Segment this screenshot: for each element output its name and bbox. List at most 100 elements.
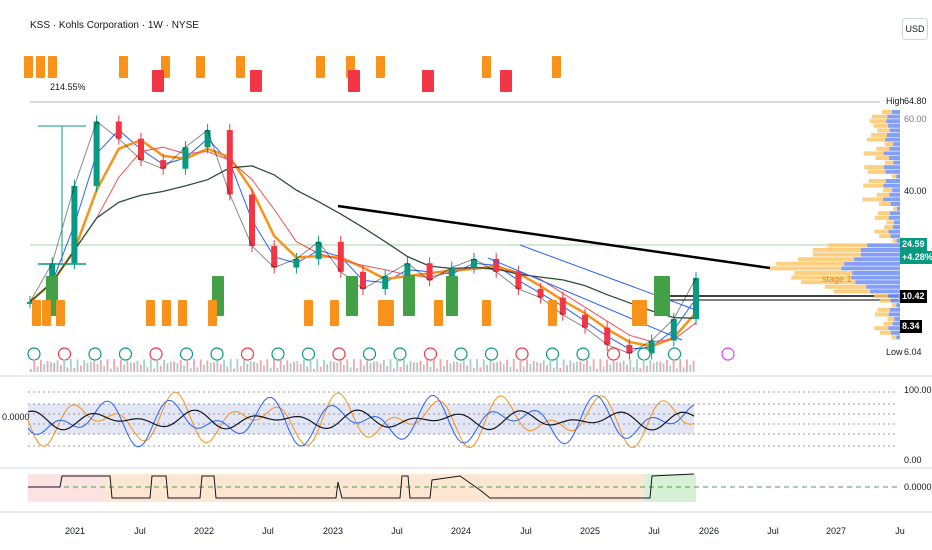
- volume-bar: [189, 368, 192, 372]
- volume-profile-bar: [875, 312, 889, 317]
- volume-bar: [586, 359, 588, 372]
- volume-profile-bar: [878, 202, 891, 206]
- volume-bar: [516, 368, 518, 372]
- tick-60: 60.00: [904, 114, 927, 124]
- volume-bar: [163, 360, 165, 372]
- volume-profile-bar: [885, 169, 900, 174]
- signal-marker-sell: [250, 70, 262, 92]
- volume-profile-bar: [896, 335, 900, 340]
- volume-bar: [392, 368, 395, 372]
- volume-bar: [306, 366, 309, 372]
- volume-bar: [356, 368, 359, 372]
- volume-bar: [63, 359, 66, 372]
- volume-bar: [512, 359, 515, 372]
- volume-bar: [596, 368, 598, 372]
- volume-profile-bar: [791, 275, 852, 280]
- currency-button[interactable]: USD: [902, 18, 928, 40]
- volume-profile-bar: [896, 206, 900, 211]
- signal-marker-top: [376, 56, 385, 78]
- volume-profile-bar: [890, 298, 900, 303]
- volume-profile-bar: [892, 238, 897, 243]
- osc1-left-value: 0.0000: [2, 412, 30, 422]
- volume-bar: [96, 363, 99, 372]
- volume-bar: [499, 360, 502, 372]
- candle-body: [471, 258, 477, 268]
- candle-body: [360, 271, 366, 289]
- low-value: 6.04: [904, 347, 922, 357]
- volume-bar: [69, 359, 72, 372]
- volume-bar: [679, 359, 682, 372]
- chart-title: KSS · Kohls Corporation · 1W · NYSE: [30, 20, 199, 31]
- earnings-icon: [362, 347, 377, 361]
- x-tick-9: Jul: [648, 526, 660, 536]
- volume-bar: [556, 359, 558, 372]
- signal-marker-buy: [654, 276, 670, 316]
- volume-bar: [76, 359, 79, 372]
- x-tick-7: Jul: [520, 526, 532, 536]
- volume-bar: [193, 359, 195, 372]
- volume-profile-bar: [888, 294, 900, 298]
- volume-profile-bar: [882, 110, 892, 114]
- volume-bar: [509, 366, 512, 372]
- signal-marker-bottom: [434, 300, 443, 326]
- volume-bar: [233, 368, 235, 372]
- candle-body: [382, 276, 389, 289]
- volume-bar: [256, 363, 259, 372]
- volume-bar: [449, 363, 452, 372]
- volume-profile-bar: [883, 197, 900, 202]
- volume-bar: [659, 361, 662, 372]
- osc2-band-green: [644, 474, 696, 502]
- volume-bar: [56, 360, 59, 372]
- volume-bar: [36, 366, 39, 372]
- volume-bar: [486, 364, 489, 372]
- earnings-icon: [454, 347, 468, 361]
- volume-profile-bar: [863, 183, 884, 188]
- volume-bar: [456, 361, 459, 372]
- volume-bar: [606, 359, 608, 372]
- candle-body: [226, 130, 233, 195]
- volume-profile-bar: [860, 252, 900, 257]
- volume-profile-bar: [864, 165, 884, 170]
- volume-bar: [223, 359, 225, 372]
- signal-marker-bottom: [638, 300, 647, 326]
- signal-marker-top: [24, 56, 33, 78]
- volume-bar: [552, 367, 555, 372]
- candle-body: [204, 130, 211, 148]
- volume-bar: [562, 359, 565, 372]
- volume-bar: [333, 362, 335, 372]
- volume-profile-bar: [890, 202, 900, 206]
- volume-bar: [389, 359, 392, 372]
- volume-profile-bar: [812, 248, 861, 252]
- signal-marker-bottom: [42, 300, 51, 326]
- volume-bar: [436, 368, 439, 372]
- volume-bar: [86, 363, 89, 372]
- volume-profile-bar: [883, 321, 893, 326]
- volume-bar: [353, 359, 355, 372]
- volume-profile-bar: [877, 211, 890, 216]
- volume-bar: [626, 364, 628, 372]
- signal-marker-bottom: [378, 300, 387, 326]
- high-label: High: [886, 96, 905, 106]
- signal-marker-sell: [152, 70, 164, 92]
- candle-body: [138, 138, 144, 161]
- volume-bar: [129, 362, 132, 372]
- candle-body: [604, 327, 611, 345]
- volume-profile-bar: [867, 243, 900, 248]
- volume-profile-bar: [884, 142, 894, 147]
- volume-bar: [429, 366, 432, 372]
- volume-profile-bar: [879, 330, 891, 335]
- volume-bar: [376, 361, 379, 372]
- volume-bar: [183, 365, 185, 372]
- volume-profile-bar: [794, 271, 853, 275]
- volume-bar: [409, 360, 412, 372]
- volume-bar: [216, 360, 219, 372]
- earnings-icon: [210, 347, 224, 361]
- signal-marker-top: [196, 56, 205, 78]
- volume-bar: [686, 359, 688, 372]
- osc2-line: [28, 473, 695, 499]
- volume-bar: [46, 361, 49, 372]
- volume-profile-bar: [800, 280, 856, 285]
- volume-profile-bar: [887, 317, 895, 321]
- volume-profile-bar: [886, 220, 894, 225]
